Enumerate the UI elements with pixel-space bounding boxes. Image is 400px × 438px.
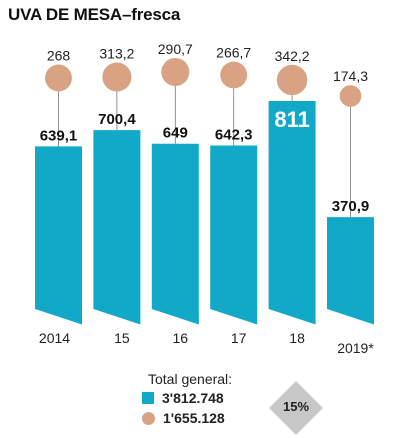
category-label: 15 [114, 330, 130, 346]
circle-point [45, 64, 72, 92]
circle-value-label: 174,3 [333, 68, 368, 84]
circle-point [161, 57, 190, 87]
category-label: 17 [231, 330, 247, 346]
bar [210, 145, 258, 325]
category-label: 2019* [337, 340, 374, 356]
legend-bars-total: 3'812.748 [162, 390, 224, 406]
circle-value-label: 342,2 [275, 48, 310, 64]
legend-circles-total: 1'655.128 [163, 410, 225, 426]
circle-point [220, 61, 248, 89]
chart-title: UVA DE MESA–fresca [8, 5, 180, 25]
title-separator: – [121, 5, 132, 24]
bar-value-label: 370,9 [332, 198, 370, 215]
bar [268, 101, 316, 325]
category-label: 16 [173, 330, 189, 346]
legend-bars: 3'812.748 [142, 390, 224, 406]
circle-value-label: 266,7 [216, 45, 251, 61]
legend-bar-swatch [142, 392, 154, 404]
circle-value-label: 268 [47, 48, 71, 64]
circle-value-label: 313,2 [99, 45, 134, 61]
legend-circles: 1'655.128 [142, 410, 225, 426]
category-label: 2014 [39, 330, 70, 346]
badge-text: 15% [282, 399, 310, 414]
bar-value-label: 642,3 [215, 127, 253, 144]
legend-title: Total general: [148, 371, 233, 387]
bar [35, 146, 82, 325]
bar [151, 143, 199, 325]
bar-value-label: 700,4 [98, 111, 136, 128]
circle-point [339, 85, 362, 107]
circle-point [102, 62, 132, 92]
bar [327, 217, 374, 325]
bar-value-label: 811 [274, 107, 310, 132]
circle-value-label: 290,7 [158, 41, 193, 57]
title-sub: fresca [131, 5, 181, 24]
category-label: 18 [289, 330, 305, 346]
title-main: UVA DE MESA [8, 5, 122, 24]
bar [93, 130, 141, 325]
percent-badge: 15% [268, 380, 324, 436]
bar-value-label: 649 [163, 125, 188, 142]
legend-circle-swatch [142, 411, 155, 425]
bar-value-label: 639,1 [40, 127, 78, 144]
circle-point [276, 64, 308, 96]
